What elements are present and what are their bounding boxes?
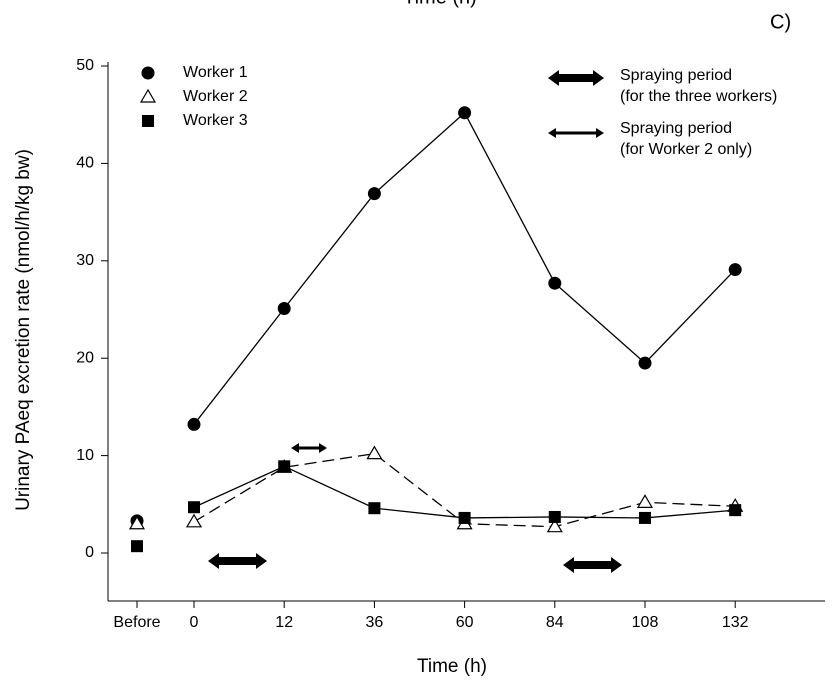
spray-arrow [548,128,604,138]
x-tick-label: Before [113,614,160,631]
legend-marker [139,88,157,103]
y-tick-label: 40 [76,155,94,172]
y-tick-label: 0 [85,544,94,561]
spray-arrow [548,70,604,86]
x-tick-label: 0 [190,614,199,631]
point [546,518,563,533]
y-tick-label: 30 [76,252,94,269]
point [458,106,472,120]
legend-label: Worker 1 [183,64,248,81]
x-tick-label: 84 [546,614,564,631]
point [368,502,381,515]
series-line [193,111,736,425]
x-tick-label: 108 [632,614,659,631]
legend-marker [141,66,155,80]
y-tick-label: 10 [76,447,94,464]
series-line [193,465,736,519]
annotation-text: Spraying period [620,67,732,84]
point [366,445,383,460]
point [548,276,562,290]
x-axis-label: Time (h) [417,656,487,677]
x-tick-label: 12 [275,614,293,631]
y-axis-label: Urinary PAeq excretion rate (nmol/h/kg b… [13,149,34,511]
point [548,510,561,523]
annotation-text: (for the three workers) [620,88,777,105]
point [728,263,742,277]
x-tick-label: 60 [456,614,474,631]
y-tick-label: 20 [76,349,94,366]
point [185,513,203,528]
spray-arrow [563,557,622,573]
panel-label: C) [770,11,791,33]
point [458,511,471,524]
annotation-text: Spraying period [620,120,732,137]
cropped-label: Time (h) [403,0,477,8]
x-tick-label: 132 [722,614,749,631]
spray-arrow [291,443,327,453]
point [278,460,291,473]
point [367,187,381,201]
point [636,494,654,508]
point [639,511,651,524]
point [729,504,742,517]
point [188,501,200,514]
legend-marker [142,115,154,127]
point [638,356,652,370]
point [187,417,201,431]
point [131,540,143,553]
annotation-text: (for Worker 2 only) [620,141,752,158]
x-tick-label: 36 [366,614,384,631]
point [128,515,146,530]
y-tick-label: 50 [76,57,94,74]
point [277,302,291,316]
spray-arrow [208,553,267,569]
legend-label: Worker 2 [183,88,248,105]
legend-label: Worker 3 [183,112,248,129]
